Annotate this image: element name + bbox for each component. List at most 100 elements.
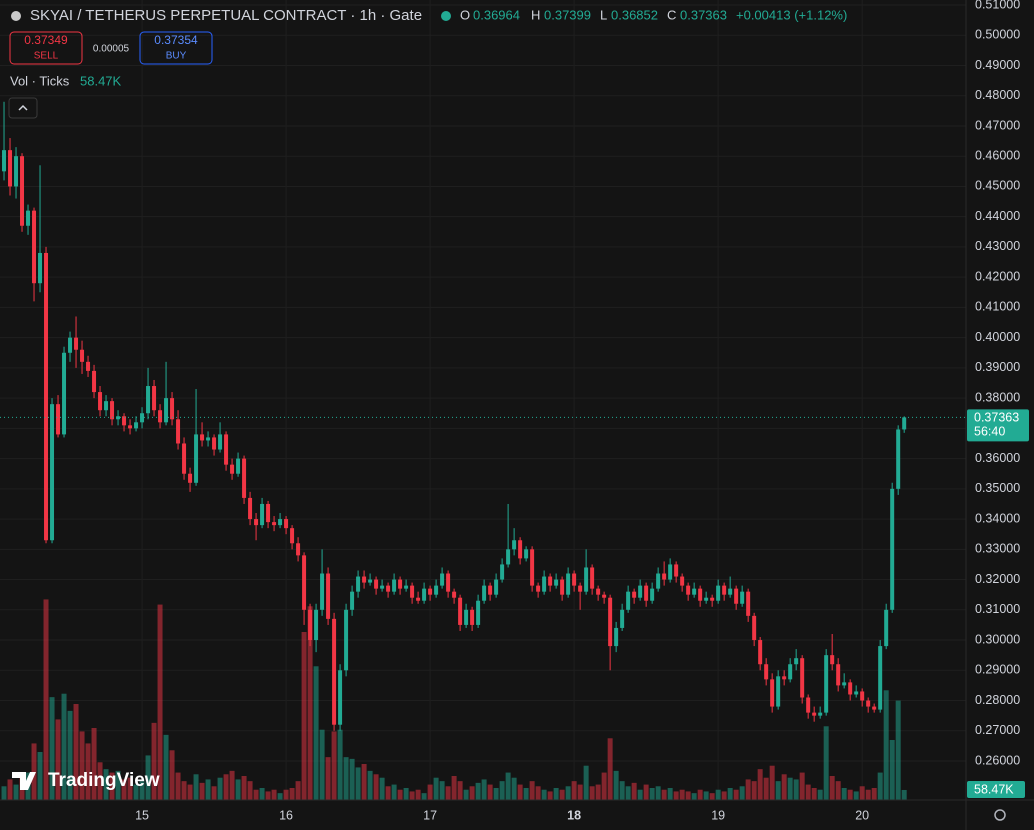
candle-body [602,594,607,598]
brand-name: TradingView [48,770,160,791]
volume-bar [835,781,841,800]
candle-body [740,591,745,604]
candle-body [350,591,355,610]
candle-body [734,588,739,604]
volume-bar [733,789,739,800]
candle-body [512,540,517,550]
candle-body [482,585,487,601]
symbol-icon [11,11,21,21]
volume-bar [463,789,469,800]
spread: 0.00005 [93,44,130,55]
candle-body [224,434,229,465]
candle-body [668,564,673,580]
volume-bar [721,791,727,800]
y-tick-label: 0.43000 [975,239,1020,253]
candle-body [140,413,145,423]
volume-bar [565,786,571,800]
candle-body [578,585,583,592]
volume-bar [43,599,49,800]
settings-icon[interactable] [994,809,1006,821]
indicator-name[interactable]: Vol · Ticks [10,73,70,88]
candle-body [884,609,889,647]
x-tick-label: 15 [135,808,149,822]
volume-bar [61,693,67,800]
ohlc-label-c: C [667,7,676,22]
candle-body [500,564,505,580]
y-tick-label: 0.33000 [975,542,1020,556]
y-tick-label: 0.50000 [975,28,1020,42]
y-tick-label: 0.46000 [975,148,1020,162]
candle-body [842,682,847,686]
volume-bar [49,697,55,800]
candle-body [656,573,661,589]
volume-bar [481,779,487,800]
symbol[interactable]: SKYAI / TETHERUS PERPETUAL CONTRACT · 1h… [30,7,422,24]
volume-bar [331,731,337,800]
grid [0,0,966,800]
candle-body [890,488,895,610]
candle-body [314,609,319,641]
volume-bar [877,772,883,800]
volume-bar [307,606,313,800]
volume-bar [427,784,433,800]
volume-bar [529,781,535,800]
volume-bar [637,789,643,800]
candle-body [506,549,511,565]
candle-body [236,458,241,474]
volume-bar [817,789,823,800]
candle-body [554,579,559,586]
volume-bar [661,789,667,800]
volume-bar [127,777,133,800]
candle-body [458,597,463,625]
volume-bar [415,789,421,800]
candle-body [704,597,709,601]
y-tick-label: 0.49000 [975,58,1020,72]
y-tick-label: 0.29000 [975,663,1020,677]
candle-body [332,618,337,725]
candle-body [590,567,595,589]
candle-body [38,252,43,284]
volume-bar [697,789,703,800]
volume-bar [271,789,277,800]
candle-body [626,591,631,610]
buy-button[interactable] [139,31,213,65]
volume-bar [889,740,895,800]
candle-body [200,434,205,441]
volume-bar [343,757,349,800]
candle-body [446,573,451,592]
candle-body [152,386,157,411]
candle-body [440,573,445,586]
candle-body [32,210,37,284]
sell-button[interactable] [9,31,83,65]
volume-bar [493,788,499,800]
y-tick-label: 0.47000 [975,118,1020,132]
candle-body [164,398,169,423]
candle-body [110,401,115,420]
candle-body [14,156,19,187]
volume-bar [373,774,379,800]
candle-body [848,682,853,695]
volume-bar [379,777,385,800]
volume-bar [589,786,595,800]
volume-bar [517,784,523,800]
volume-bar [799,772,805,800]
candle-body [536,585,541,592]
volume-bar [883,690,889,800]
volume-bar [283,789,289,800]
candle-body [272,522,277,526]
candle-body [680,576,685,586]
candle-body [896,429,901,489]
volume-bar [625,786,631,800]
candle-body [398,579,403,589]
volume-bar [211,786,217,800]
candle-body [302,555,307,610]
volume-bar [751,781,757,800]
candle-body [356,576,361,592]
volume-bar [247,781,253,800]
candle-body [8,150,13,187]
volume-bar [439,781,445,800]
volume-bar [727,788,733,800]
collapse-button[interactable] [8,97,38,119]
candle-body [596,588,601,595]
